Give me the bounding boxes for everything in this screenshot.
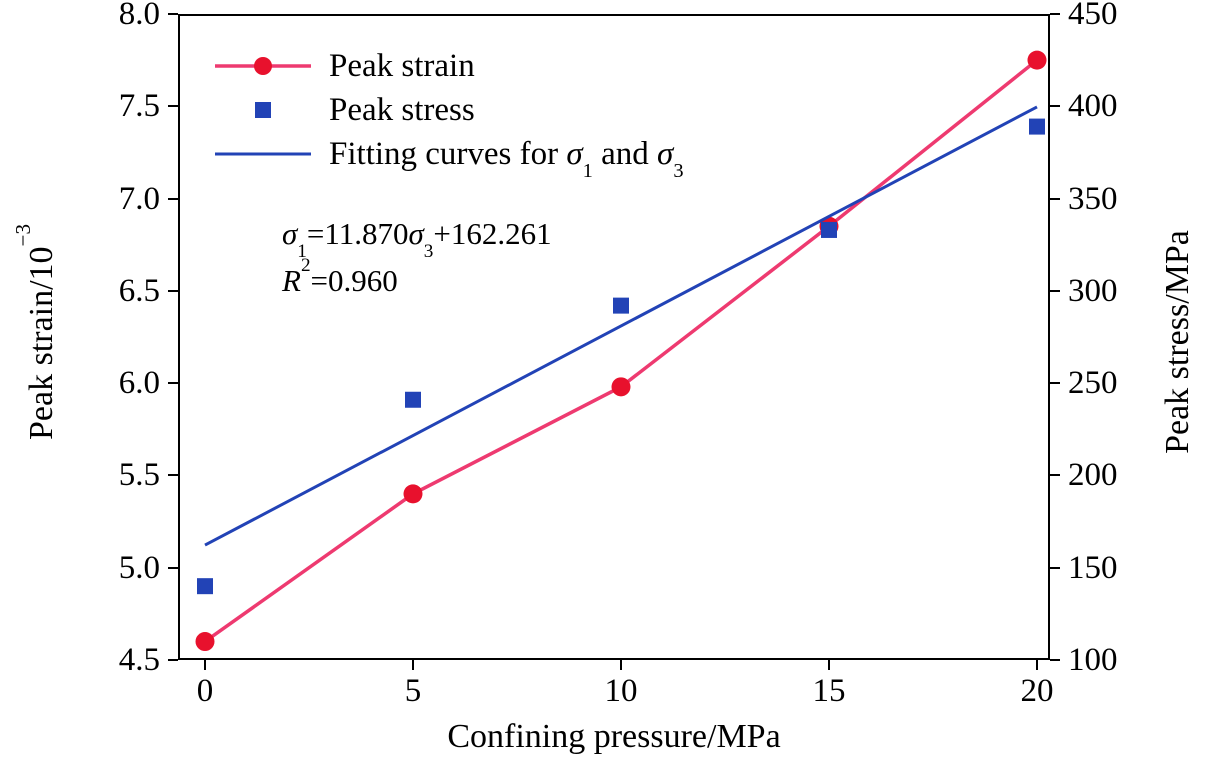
- data-point-circle: [1027, 50, 1047, 70]
- data-point-square: [821, 221, 837, 238]
- x-tick: [204, 660, 206, 670]
- peak-stress-series: [197, 118, 1045, 595]
- y-right-tick: [1050, 197, 1060, 200]
- y-right-tick: [1050, 13, 1060, 15]
- y-right-tick: [1050, 474, 1060, 477]
- y-right-tick-label: 100: [1068, 642, 1118, 678]
- y-left-tick-label: 7.0: [118, 180, 160, 217]
- data-point-square: [1029, 118, 1045, 135]
- y-left-tick: [168, 105, 178, 108]
- data-point-circle: [403, 484, 423, 504]
- fit-equation-annotation: σ1=11.870σ3+162.261 R2=0.960: [282, 210, 552, 304]
- peak-strain-line-marker-icon: [215, 57, 311, 75]
- y-left-tick: [168, 13, 178, 15]
- y-left-tick: [168, 289, 178, 292]
- legend-item-peak-strain: Peak strain: [213, 44, 684, 88]
- x-tick-label: 0: [196, 673, 214, 709]
- y-left-tick: [168, 382, 178, 385]
- y-left-tick-label: 5.5: [118, 457, 160, 494]
- y-left-tick: [168, 659, 178, 661]
- y-left-tick-label: 5.0: [118, 549, 160, 586]
- peak-stress-square-marker-icon: [255, 102, 271, 118]
- y-right-tick: [1050, 105, 1060, 108]
- y-right-tick-label: 200: [1068, 457, 1118, 494]
- x-tick: [1036, 660, 1038, 670]
- plot-frame: [178, 14, 1050, 660]
- x-tick-label: 10: [604, 673, 638, 709]
- legend-item-peak-stress: Peak stress: [213, 88, 684, 132]
- y-left-tick: [168, 566, 178, 569]
- x-axis-title: Confining pressure/MPa: [447, 718, 781, 755]
- y-right-tick-label: 300: [1068, 272, 1118, 309]
- y-right-tick-label: 150: [1068, 549, 1118, 586]
- y-left-tick-label: 6.5: [118, 272, 160, 309]
- y-right-tick: [1050, 382, 1060, 385]
- y-left-tick: [168, 197, 178, 200]
- y-left-tick: [168, 474, 178, 477]
- y-right-tick-label: 350: [1068, 180, 1118, 217]
- peak-strain-series: [195, 50, 1047, 652]
- y-right-tick-label: 250: [1068, 365, 1118, 402]
- y-right-tick: [1050, 289, 1060, 292]
- y-right-tick: [1050, 659, 1060, 661]
- legend: Peak strain Peak stress Fitting curves f…: [213, 44, 684, 182]
- y-left-tick-label: 4.5: [118, 642, 160, 678]
- x-tick: [828, 660, 830, 670]
- fitting-line-series: [204, 105, 1038, 547]
- legend-label-fitting-curve: Fitting curves for σ1 and σ3: [329, 135, 684, 182]
- x-tick: [620, 660, 622, 670]
- y-left-tick-label: 6.0: [118, 365, 160, 402]
- fit-equation-text: σ1=11.870σ3+162.261: [282, 216, 552, 262]
- x-tick-label: 5: [404, 673, 422, 709]
- legend-item-fitting-curve: Fitting curves for σ1 and σ3: [213, 132, 684, 182]
- y-left-tick-label: 7.5: [118, 88, 160, 125]
- data-point-circle: [611, 377, 631, 397]
- data-point-square: [613, 297, 629, 314]
- y-right-tick-label: 400: [1068, 88, 1118, 125]
- y-right-tick-label: 450: [1068, 0, 1118, 32]
- data-point-circle: [195, 632, 215, 652]
- x-tick-label: 15: [812, 673, 846, 709]
- data-point-square: [405, 391, 421, 408]
- fitting-line-icon: [215, 152, 311, 156]
- r-squared-text: R2=0.960: [282, 255, 398, 298]
- y-axis-title-left: Peak strain/10−3: [11, 224, 60, 441]
- y-left-tick-label: 8.0: [118, 0, 160, 32]
- y-axis-title-right: Peak stress/MPa: [1159, 230, 1196, 454]
- x-tick-label: 20: [1020, 673, 1054, 709]
- y-right-tick: [1050, 566, 1060, 569]
- x-tick: [412, 660, 414, 670]
- legend-label-peak-strain: Peak strain: [329, 47, 475, 84]
- legend-label-peak-stress: Peak stress: [329, 91, 475, 128]
- data-point-square: [197, 578, 213, 595]
